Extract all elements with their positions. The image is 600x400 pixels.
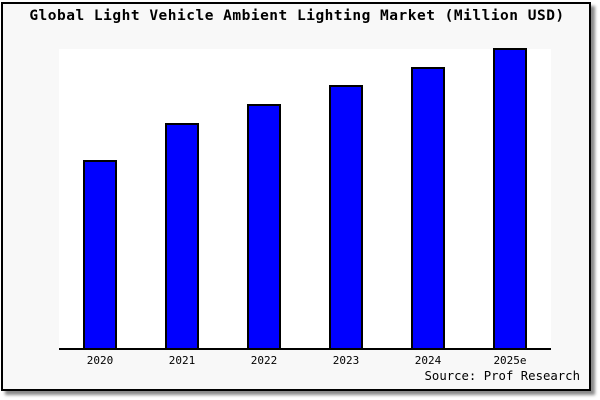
bar-2023	[329, 85, 363, 348]
plot-area	[59, 48, 551, 350]
bar-2022	[247, 104, 281, 348]
bar-2025e	[493, 48, 527, 348]
source-credit: Source: Prof Research	[424, 369, 580, 383]
x-tick-2023: 2023	[332, 354, 360, 367]
x-tick-2022: 2022	[250, 354, 278, 367]
x-tick-2021: 2021	[168, 354, 196, 367]
x-tick-2020: 2020	[86, 354, 114, 367]
bar-2024	[411, 67, 445, 348]
chart-title: Global Light Vehicle Ambient Lighting Ma…	[29, 8, 565, 24]
bar-2021	[165, 123, 199, 348]
x-tick-2025e: 2025e	[493, 354, 527, 367]
x-tick-2024: 2024	[414, 354, 442, 367]
x-axis-labels: 2020 2021 2022 2023 2024 2025e	[59, 354, 551, 369]
bar-2020	[83, 160, 117, 348]
